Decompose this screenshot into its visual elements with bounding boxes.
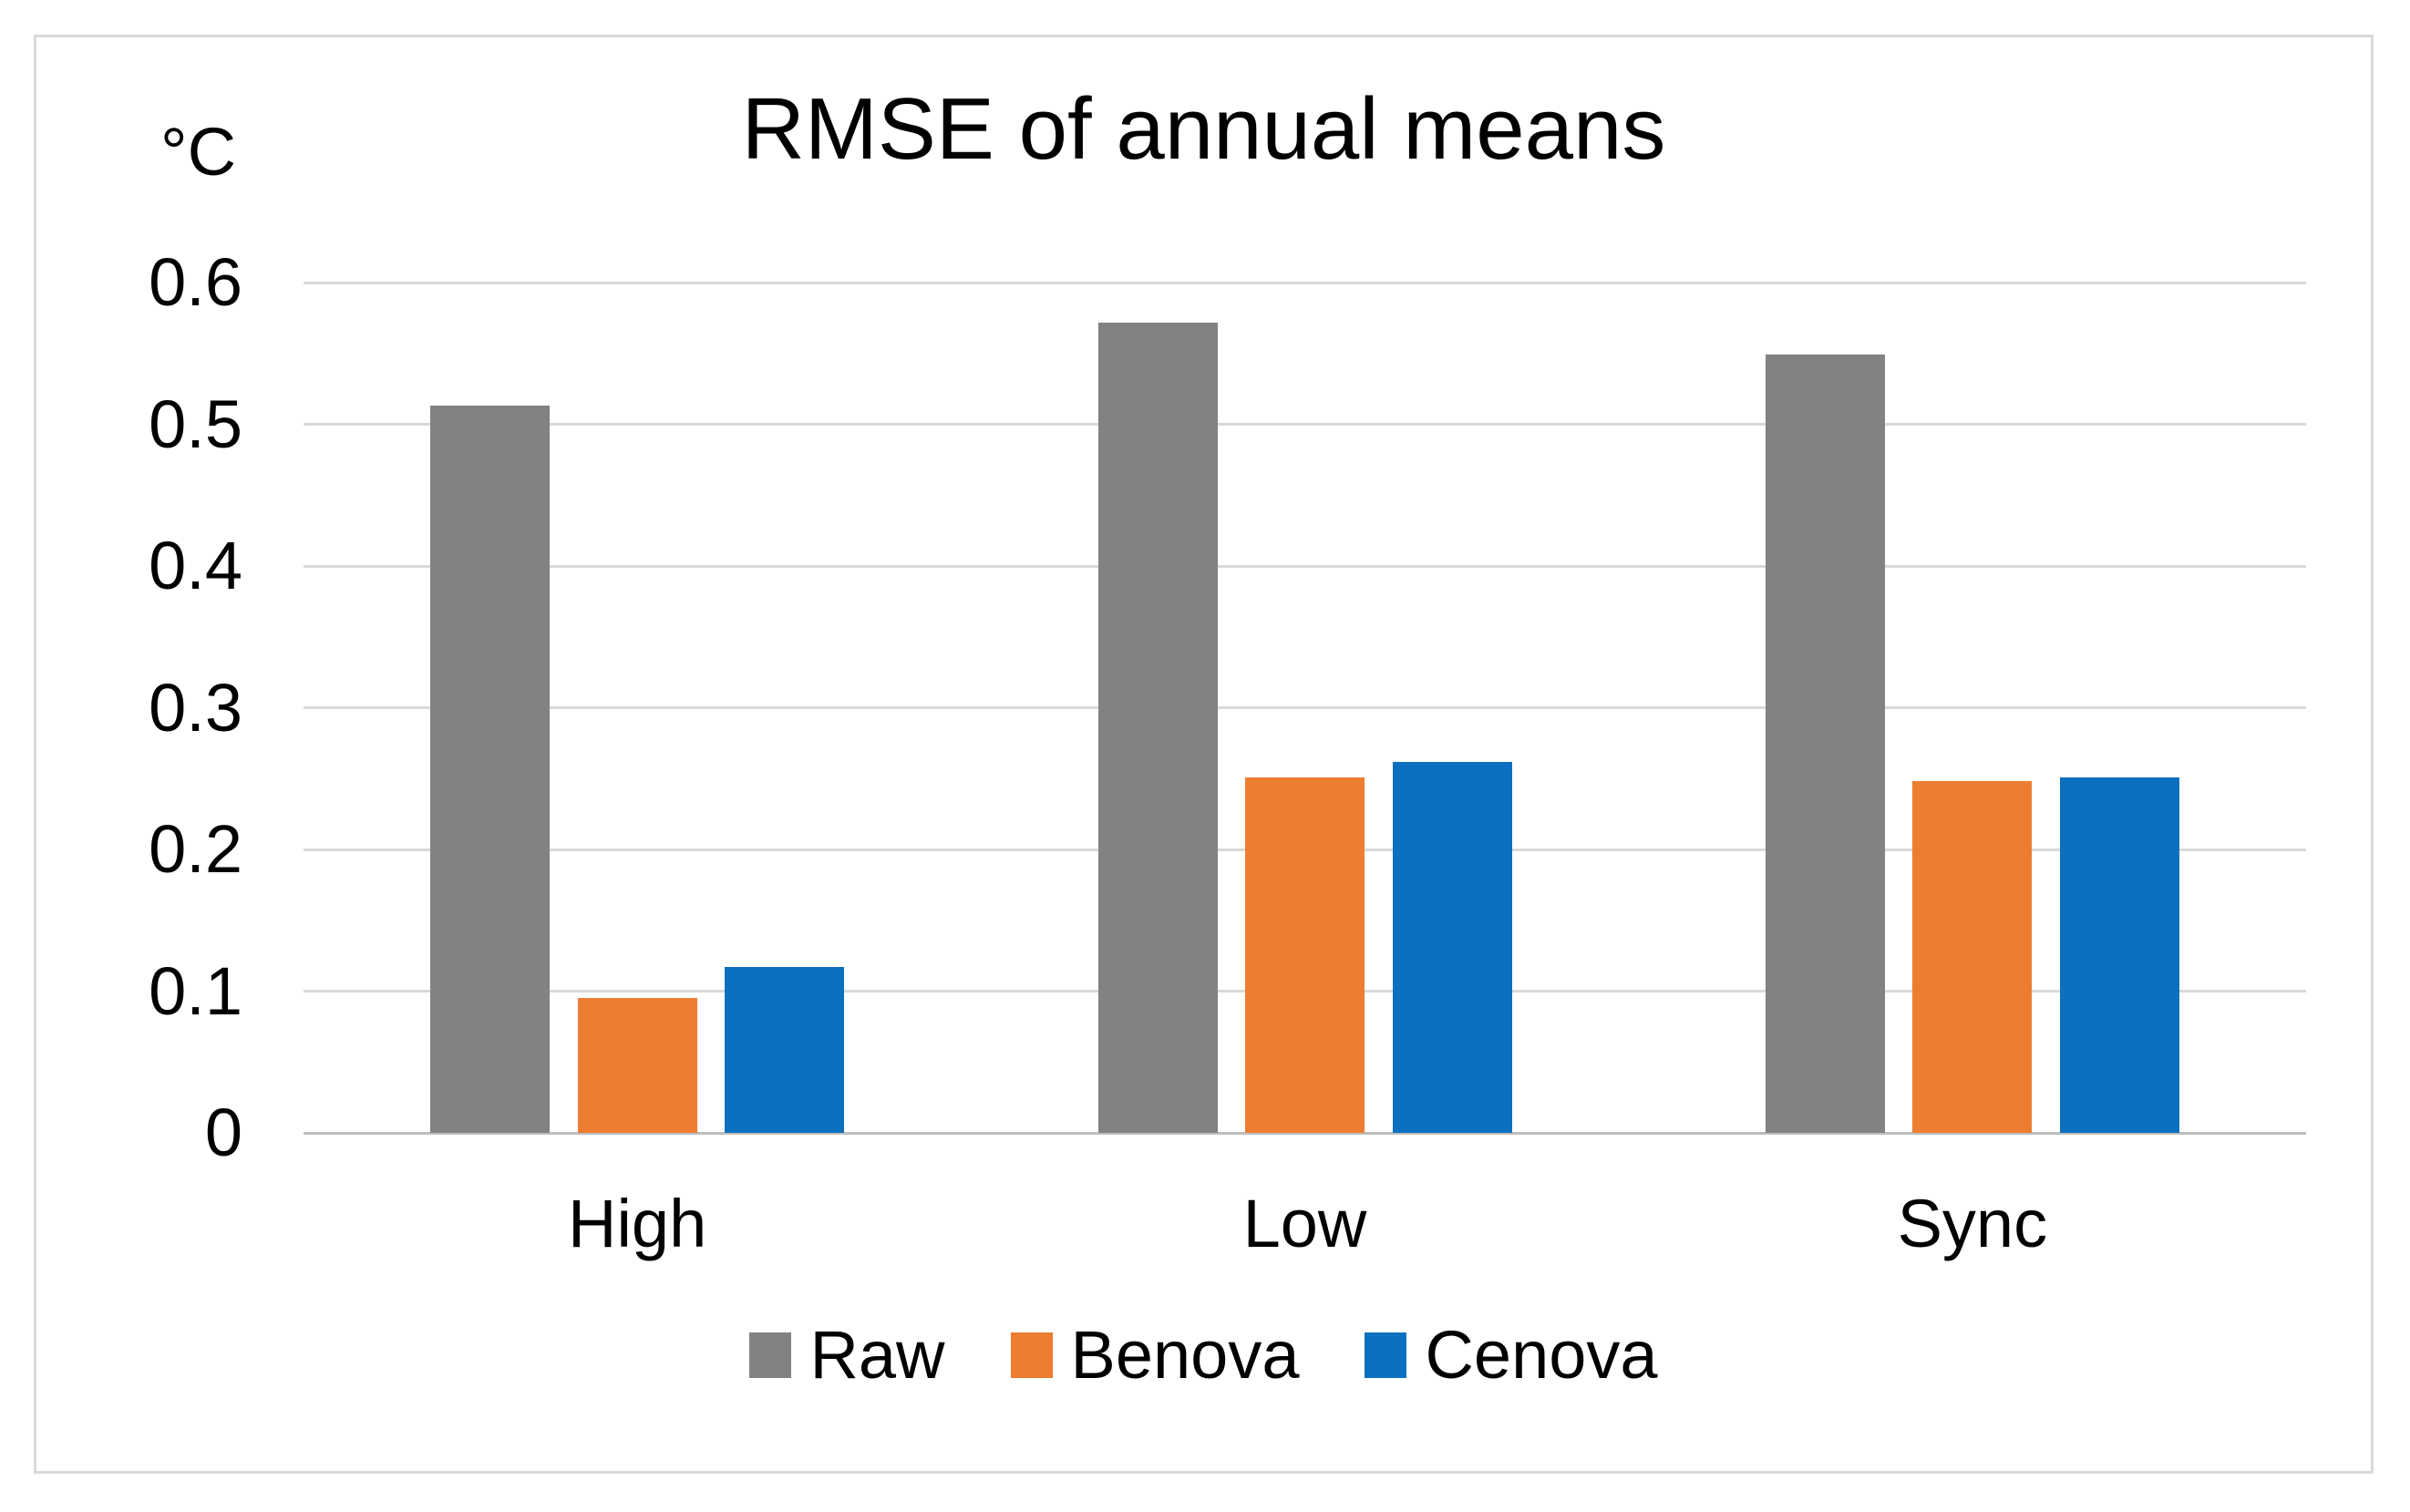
bar-raw-high [430, 406, 551, 1133]
bar-group-sync [1765, 283, 2179, 1133]
y-axis-unit-label: °C [160, 114, 237, 190]
y-tick-label-0.3: 0.3 [149, 669, 242, 746]
bar-benova-sync [1912, 781, 2033, 1133]
y-tick-label-0.4: 0.4 [149, 528, 242, 603]
legend-label-raw: Raw [809, 1317, 945, 1393]
y-tick-label-0: 0 [204, 1095, 242, 1170]
legend-item-benova: Benova [1010, 1314, 1300, 1396]
y-tick-label-0.5: 0.5 [149, 386, 242, 462]
x-tick-label-low: Low [1242, 1186, 1367, 1261]
x-tick-label-high: High [568, 1186, 707, 1261]
bar-raw-low [1097, 322, 1218, 1133]
x-tick-label-sync: Sync [1897, 1186, 2048, 1261]
y-tick-label-0.1: 0.1 [149, 952, 242, 1029]
gridline-0.3 [304, 706, 2306, 709]
bar-cenova-sync [2059, 777, 2179, 1133]
legend-label-benova: Benova [1070, 1317, 1300, 1393]
y-axis-tick-labels: 0.6 0.5 0.4 0.3 0.2 0.1 0 [36, 246, 242, 1169]
gridline-0.5 [304, 423, 2306, 426]
gridline-0.4 [304, 564, 2306, 568]
bar-cenova-high [725, 967, 845, 1133]
plot-area [304, 281, 2306, 1135]
legend: Raw Benova Cenova [36, 1310, 2371, 1401]
chart-title: RMSE of annual means [741, 80, 1666, 178]
chart-frame: °C RMSE of annual means 0.6 0.5 0.4 0.3 0.2 0… [34, 35, 2374, 1474]
bar-benova-low [1245, 777, 1365, 1133]
bar-benova-high [577, 998, 697, 1133]
bar-group-high [430, 283, 845, 1133]
legend-item-raw: Raw [749, 1314, 945, 1396]
legend-swatch-benova [1010, 1332, 1053, 1378]
legend-label-cenova: Cenova [1425, 1317, 1658, 1393]
legend-item-cenova: Cenova [1365, 1314, 1658, 1396]
x-axis-category-labels: High Low Sync [304, 1184, 2306, 1266]
legend-swatch-raw [749, 1332, 792, 1378]
gridline-0.6 [304, 281, 2306, 284]
bar-cenova-low [1392, 761, 1512, 1133]
bar-raw-sync [1765, 355, 1885, 1133]
legend-swatch-cenova [1365, 1332, 1407, 1378]
axis-baseline [304, 1131, 2306, 1135]
bar-group-low [1097, 283, 1512, 1133]
y-tick-label-0.6: 0.6 [149, 244, 242, 320]
y-tick-label-0.2: 0.2 [149, 811, 242, 887]
